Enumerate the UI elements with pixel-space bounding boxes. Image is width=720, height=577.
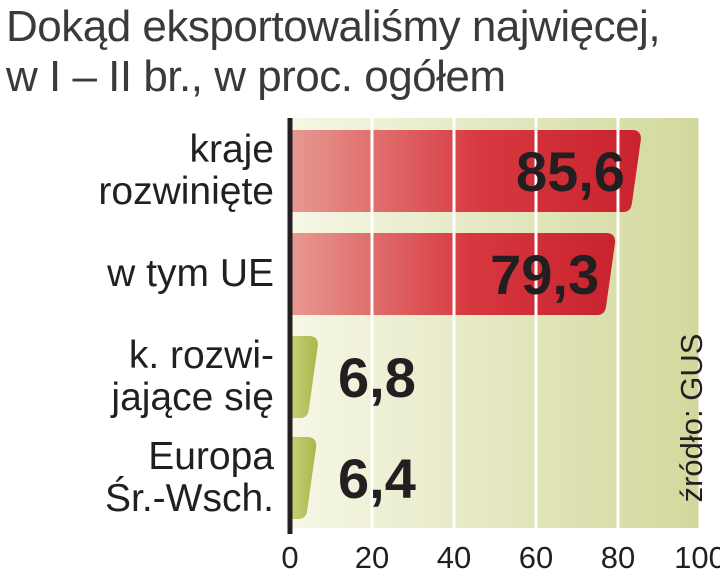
source-note: źródło: GUS (668, 318, 718, 518)
category-label: k. rozwi- jające się (111, 334, 274, 419)
bar (290, 336, 318, 418)
source-label: źródło: GUS (674, 333, 709, 503)
x-tick-label: 0 (281, 540, 298, 575)
x-tick-label: 80 (601, 540, 635, 575)
data-label: 79,3 (490, 243, 599, 306)
chart-title: Dokąd eksportowaliśmy najwięcej, w I – I… (6, 2, 718, 102)
data-label: 6,8 (338, 346, 416, 409)
chart-title-line-1: Dokąd eksportowaliśmy najwięcej, (6, 2, 661, 51)
data-label: 85,6 (516, 140, 625, 203)
category-label: w tym UE (107, 252, 274, 295)
x-tick-label: 40 (437, 540, 471, 575)
bar (290, 130, 641, 212)
chart-title-line-2: w I – II br., w proc. ogółem (6, 52, 506, 101)
data-label: 6,4 (338, 447, 416, 510)
x-tick-label: 100 (674, 540, 720, 575)
x-tick-label: 60 (519, 540, 553, 575)
category-label: kraje rozwinięte (98, 128, 274, 213)
category-label: Europa Śr.-Wsch. (104, 435, 274, 520)
bar (290, 437, 317, 519)
x-tick-label: 20 (355, 540, 389, 575)
